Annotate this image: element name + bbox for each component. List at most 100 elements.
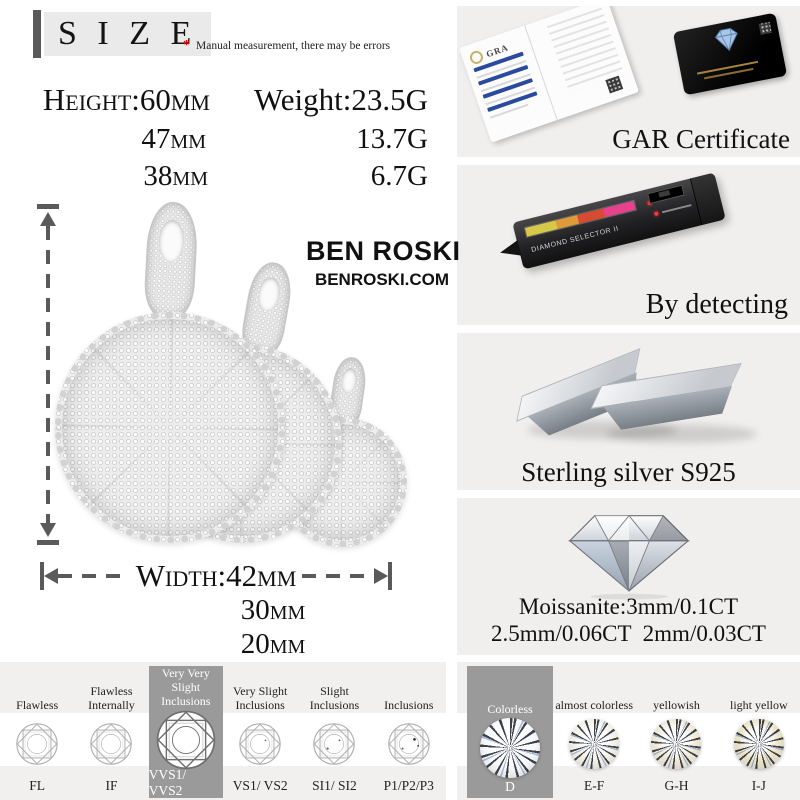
clarity-icon-wrap: [15, 717, 59, 771]
clarity-column-VVS1/ VVS2: Very Very Slight Inclusions VVS1/ VVS2: [148, 666, 223, 799]
clarity-icon-wrap: [238, 717, 282, 771]
diamond-tester-graphic: DIAMOND SELECTOR II: [512, 172, 726, 270]
gra-certificate-graphic: GRA: [458, 6, 640, 143]
arrow-down-icon: [40, 523, 56, 537]
clarity-column-FL: Flawless FL: [0, 662, 74, 800]
clarity-column-SI1/ SI2: Slight Inclusions SI1/ SI2: [297, 662, 371, 800]
clarity-grade: VVS1/ VVS2: [148, 767, 187, 799]
color-diamond-photo: [480, 718, 540, 778]
height-main: Height:60mm: [42, 82, 210, 117]
color-grade: D: [505, 778, 515, 794]
detector-caption: By detecting: [645, 289, 788, 320]
led-label-line: [661, 204, 692, 213]
certificate-panel: GRA GAR Certificate: [457, 6, 800, 157]
clarity-icon-wrap: [89, 717, 133, 771]
tester-end-cap: [689, 172, 726, 226]
silver-caption: Sterling silver S925: [521, 457, 736, 487]
color-column-I-J: light yellow I-J: [718, 662, 800, 800]
certificate-caption: GAR Certificate: [612, 124, 790, 154]
detector-panel: DIAMOND SELECTOR II By detecting: [457, 165, 800, 325]
clarity-diamond-icon: [16, 723, 58, 765]
color-icon-wrap: [569, 717, 620, 771]
height-specs: Height:60mm 47mm 38mm: [8, 80, 210, 195]
volume-slider: [647, 184, 685, 205]
page-title: S I Z E: [58, 15, 198, 52]
moissanite-caption-line1: Moissanite:3mm/0.1CT: [518, 594, 739, 619]
color-grade: G-H: [664, 777, 689, 793]
color-label: light yellow: [729, 697, 788, 712]
color-diamond-photo: [569, 719, 620, 769]
brand-website: BENROSKI.COM: [314, 270, 450, 289]
title-box: S I Z E: [44, 12, 212, 56]
width-main: Width:42mm: [135, 558, 297, 593]
diamond-icon: [714, 27, 738, 52]
moissanite-caption-line2: 2.5mm/0.06CT 2mm/0.03CT: [491, 621, 766, 646]
gold-seal-icon: [468, 49, 485, 66]
color-diamond-photo: [651, 719, 702, 769]
clarity-icon-wrap: [312, 717, 356, 771]
color-icon-wrap: [733, 717, 784, 771]
pendant-large: [55, 312, 285, 543]
weight-row-2: 6.7G: [370, 160, 428, 193]
clarity-grading-chart: Flawless FL Flawless Internally IF Very Very…: [0, 662, 446, 800]
brand-name: BEN ROSKI: [306, 236, 461, 266]
width-row-1: 30mm: [240, 594, 306, 626]
clarity-label: Very Very Slight Inclusions: [161, 666, 211, 709]
color-label: Colorless: [487, 701, 533, 716]
color-icon-wrap: [480, 718, 540, 778]
height-dimension-arrow: [36, 204, 62, 545]
ingot-shadow: [607, 425, 757, 443]
note-text: Manual measurement, there may be errors: [196, 40, 391, 52]
clarity-column-VS1/ VS2: Very Slight Inclusions VS1/ VS2: [223, 662, 297, 800]
color-grade: I-J: [751, 777, 766, 793]
arrow-end-cap: [37, 204, 59, 209]
led-icon: [653, 211, 659, 217]
black-warranty-card: [672, 12, 788, 96]
arrow-end-cap: [388, 562, 393, 590]
brand-block: BEN ROSKI BENROSKI.COM: [306, 236, 461, 290]
width-row-2: 20mm: [240, 628, 306, 660]
title-accent-bar: [33, 10, 41, 58]
color-column-G-H: yellowish G-H: [635, 662, 717, 800]
weight-specs: Weight:23.5G 13.7G 6.7G: [230, 80, 428, 195]
color-diamond-photo: [733, 719, 784, 769]
clarity-grade: P1/P2/P3: [383, 777, 434, 793]
height-row-2: 38mm: [143, 160, 208, 193]
arrow-left-icon: [44, 568, 58, 584]
clarity-diamond-icon: [313, 723, 356, 765]
height-row-1: 47mm: [141, 122, 206, 155]
arrow-right-icon: [374, 568, 389, 584]
color-column-E-F: almost colorless E-F: [553, 662, 635, 800]
clarity-icon-wrap: [387, 717, 431, 771]
weight-row-1: 13.7G: [356, 122, 428, 155]
width-dimension-arrow: Width:42mm: [40, 556, 393, 596]
asterisk-icon: *: [183, 38, 190, 53]
clarity-grade: FL: [29, 777, 46, 793]
clarity-diamond-icon: [156, 711, 216, 770]
measurement-note: * Manual measurement, there may be error…: [183, 38, 390, 54]
clarity-label: Flawless: [16, 697, 59, 712]
clarity-label: Flawless Internally: [88, 683, 135, 712]
clarity-grade: SI1/ SI2: [312, 777, 357, 793]
arrow-end-cap: [40, 562, 44, 590]
arrow-end-cap: [37, 540, 59, 545]
diamond-side-view-icon: [568, 514, 690, 600]
dashed-line: [302, 574, 375, 578]
moissanite-panel: Moissanite:3mm/0.1CT 2.5mm/0.06CT 2mm/0.…: [457, 498, 800, 655]
dashed-line: [58, 574, 130, 578]
silver-panel: Sterling silver S925: [457, 333, 800, 490]
dashed-line: [46, 226, 50, 523]
arrow-up-icon: [40, 212, 56, 226]
tester-color-scale: [523, 199, 637, 238]
clarity-grade: IF: [105, 777, 118, 793]
pendant-large-bail: [142, 200, 200, 320]
moissanite-diamond-graphic: [549, 502, 709, 605]
clarity-label: Very Slight Inclusions: [232, 683, 288, 712]
clarity-column-IF: Flawless Internally IF: [74, 662, 148, 800]
qr-code-icon: [605, 75, 624, 94]
color-label: yellowish: [653, 697, 700, 712]
clarity-icon-wrap: [155, 711, 217, 770]
color-label: almost colorless: [555, 697, 633, 712]
